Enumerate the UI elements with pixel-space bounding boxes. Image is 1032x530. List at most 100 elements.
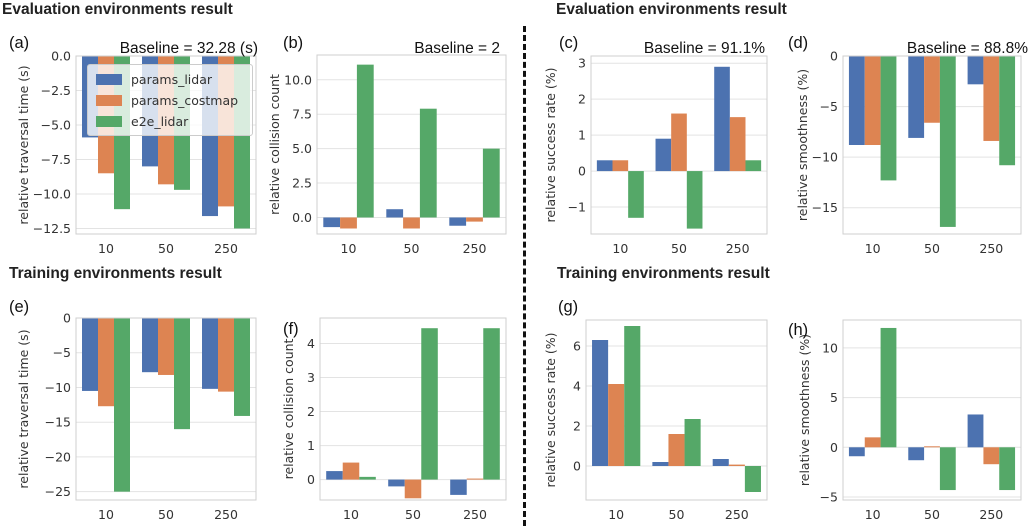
x-tick-label: 250	[726, 241, 750, 256]
bar-params-costmap	[158, 318, 174, 375]
y-tick-label: −5	[820, 99, 838, 114]
bar-e2e-lidar	[880, 327, 897, 448]
y-tick-label: −15	[45, 415, 71, 430]
y-tick-label: 6	[573, 339, 581, 354]
baseline-text: Baseline = 2	[414, 40, 500, 57]
legend-label: params_costmap	[131, 92, 239, 108]
y-tick-label: 10.0	[284, 72, 312, 87]
x-tick-label: 250	[725, 507, 749, 522]
y-tick-label: −12.5	[33, 221, 71, 236]
bar-e2e-lidar	[880, 56, 897, 181]
bar-e2e-lidar	[482, 148, 500, 218]
y-tick-label: −10.0	[33, 186, 71, 201]
legend-item: e2e_lidar	[96, 113, 188, 129]
y-axis-label: relative smoothness (%)	[797, 334, 812, 486]
y-tick-label: 0	[63, 311, 71, 326]
bar-params-costmap	[404, 479, 422, 499]
bar-params-lidar	[655, 138, 672, 172]
y-tick-label: −2.5	[41, 83, 71, 98]
y-tick-label: −5	[820, 490, 838, 505]
x-tick-label: 250	[463, 241, 487, 256]
legend-swatch	[96, 94, 122, 106]
panel-label: (h)	[788, 321, 808, 339]
x-tick-label: 10	[98, 507, 114, 522]
bar-params-lidar	[967, 414, 984, 448]
bar-params-lidar	[450, 479, 467, 495]
y-tick-label: −10	[812, 150, 838, 165]
baseline-text: Baseline = 88.8%	[907, 40, 1028, 57]
y-tick-label: 0	[307, 472, 315, 487]
y-tick-label: 2.5	[292, 176, 312, 191]
panel-label: (a)	[9, 34, 29, 52]
axes-frame	[842, 55, 1022, 235]
x-tick-label: 50	[405, 507, 421, 522]
bar-params-lidar	[967, 56, 984, 85]
bar-e2e-lidar	[745, 160, 762, 172]
x-tick-label: 50	[671, 241, 687, 256]
x-tick-label: 250	[979, 507, 1003, 522]
section-title-train-right: Training environments result	[557, 265, 770, 282]
chart-d: 0 −5 −10 −15 10 50 250 relative smoothness (%) (…	[788, 34, 1028, 256]
axes-frame	[319, 317, 507, 501]
y-tick-label: 0.0	[292, 210, 312, 225]
panel-label: (g)	[558, 298, 578, 316]
y-tick-label: −15	[812, 200, 838, 215]
bar-params-lidar	[202, 318, 218, 389]
axes-frame	[75, 317, 257, 501]
x-tick-label: 50	[669, 507, 685, 522]
bar-e2e-lidar	[114, 318, 130, 492]
chart-g: 0 2 4 6 10 50 250 relative success rate (%) (g)	[543, 298, 768, 522]
bar-params-costmap	[342, 462, 360, 480]
y-tick-label: 10	[822, 340, 838, 355]
baseline-text: Baseline = 32.28 (s)	[120, 40, 258, 57]
bar-e2e-lidar	[174, 318, 190, 430]
bar-params-lidar	[323, 217, 341, 228]
y-axis-label: relative smoothness (%)	[795, 69, 810, 221]
y-tick-label: 1	[578, 128, 586, 143]
bar-e2e-lidar	[483, 328, 500, 480]
dashed-divider	[523, 26, 526, 526]
bar-e2e-lidar	[744, 466, 761, 492]
y-tick-label: 5.0	[292, 141, 312, 156]
legend-swatch	[96, 73, 122, 85]
bar-e2e-lidar	[356, 64, 374, 218]
bar-params-lidar	[142, 318, 158, 373]
bar-e2e-lidar	[419, 108, 437, 218]
axes-frame	[585, 319, 768, 501]
axes-frame	[316, 54, 507, 235]
axes-frame	[842, 319, 1022, 501]
panel-label: (e)	[9, 298, 29, 316]
bar-params-costmap	[983, 56, 1000, 141]
legend-label: params_lidar	[131, 71, 213, 87]
axes-frame	[75, 55, 257, 235]
y-tick-label: −5.0	[41, 117, 71, 132]
x-tick-label: 50	[924, 241, 940, 256]
bar-params-lidar	[592, 340, 609, 466]
y-axis-label: relative success rate (%)	[543, 333, 558, 488]
chart-e: 0 −5 −10 −15 −20 −25 10 50 250 relative traversal…	[9, 298, 257, 522]
x-tick-label: 50	[924, 507, 940, 522]
panel-label: (d)	[788, 34, 808, 52]
bar-params-lidar	[848, 56, 865, 145]
bar-e2e-lidar	[359, 476, 376, 480]
bar-params-lidar	[386, 209, 404, 218]
x-tick-label: 250	[214, 241, 238, 256]
bar-params-costmap	[403, 217, 420, 229]
y-tick-label: 4	[307, 336, 315, 351]
bar-params-costmap	[98, 318, 114, 407]
bar-params-costmap	[924, 446, 940, 448]
bar-params-costmap	[728, 464, 745, 466]
y-tick-label: −7.5	[41, 152, 71, 167]
bar-params-lidar	[82, 318, 98, 391]
section-title-train-left: Training environments result	[9, 265, 222, 282]
legend: params_lidar params_costmap e2e_lidar	[87, 64, 253, 136]
panel-label: (b)	[283, 34, 303, 52]
bar-e2e-lidar	[624, 326, 641, 466]
legend-item: params_lidar	[96, 71, 212, 87]
bar-params-costmap	[340, 217, 357, 229]
bar-params-costmap	[218, 318, 234, 392]
y-tick-label: 0	[573, 459, 581, 474]
legend-item: params_costmap	[96, 92, 238, 108]
bar-params-costmap	[668, 434, 685, 466]
bar-e2e-lidar	[421, 328, 438, 480]
